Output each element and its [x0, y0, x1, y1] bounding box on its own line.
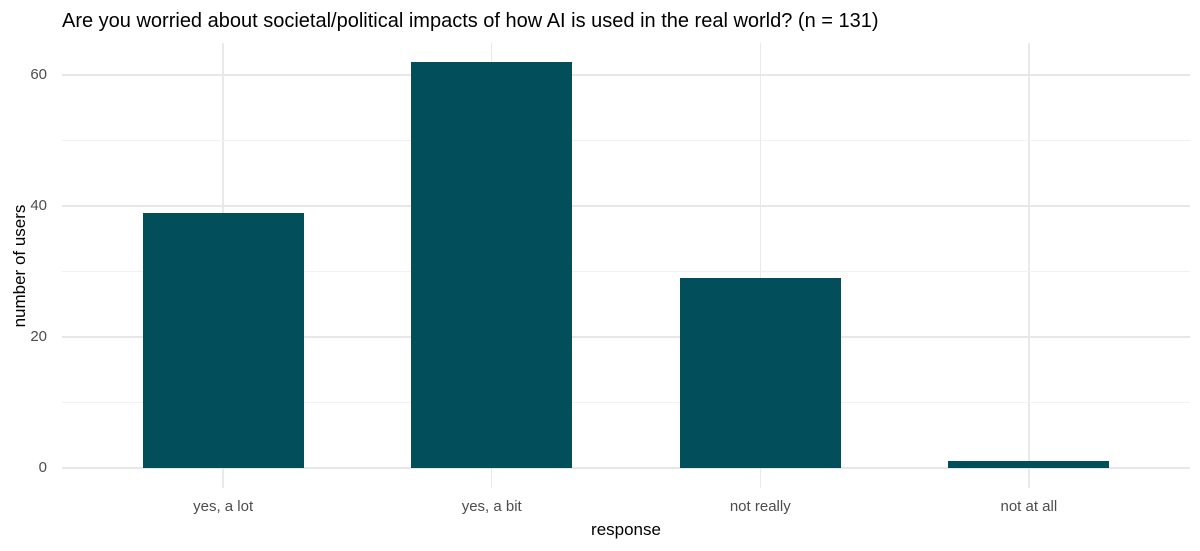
chart-title: Are you worried about societal/political… — [62, 10, 879, 32]
y-tick-label-40: 40 — [30, 197, 47, 214]
x-tick-label-yes-a-lot: yes, a lot — [193, 498, 254, 515]
y-tick-label-60: 60 — [30, 66, 47, 83]
gridline-y-20 — [62, 336, 1190, 338]
bar-yes-a-lot — [142, 212, 304, 468]
gridline-x-not-really — [759, 43, 762, 488]
plot-panel — [62, 43, 1190, 488]
gridline-y-minor-10 — [62, 401, 1190, 404]
bar-not-really — [679, 278, 841, 468]
y-tick-label-0: 0 — [38, 459, 47, 476]
gridline-x-not-at-all — [1028, 43, 1030, 488]
bar-not-at-all — [948, 461, 1110, 468]
gridline-y-40 — [62, 205, 1190, 207]
x-tick-label-not-at-all: not at all — [1000, 498, 1058, 515]
gridline-y-60 — [62, 74, 1190, 76]
bar-yes-a-bit — [411, 61, 573, 468]
y-tick-label-20: 20 — [30, 328, 47, 345]
gridline-y-minor-50 — [62, 139, 1190, 142]
x-axis-title: response — [591, 520, 661, 539]
gridline-y-0 — [62, 467, 1190, 469]
gridline-y-minor-30 — [62, 270, 1190, 273]
x-tick-label-yes-a-bit: yes, a bit — [461, 498, 522, 515]
x-tick-label-not-really: not really — [729, 498, 791, 515]
y-axis-title: number of users — [10, 204, 29, 328]
